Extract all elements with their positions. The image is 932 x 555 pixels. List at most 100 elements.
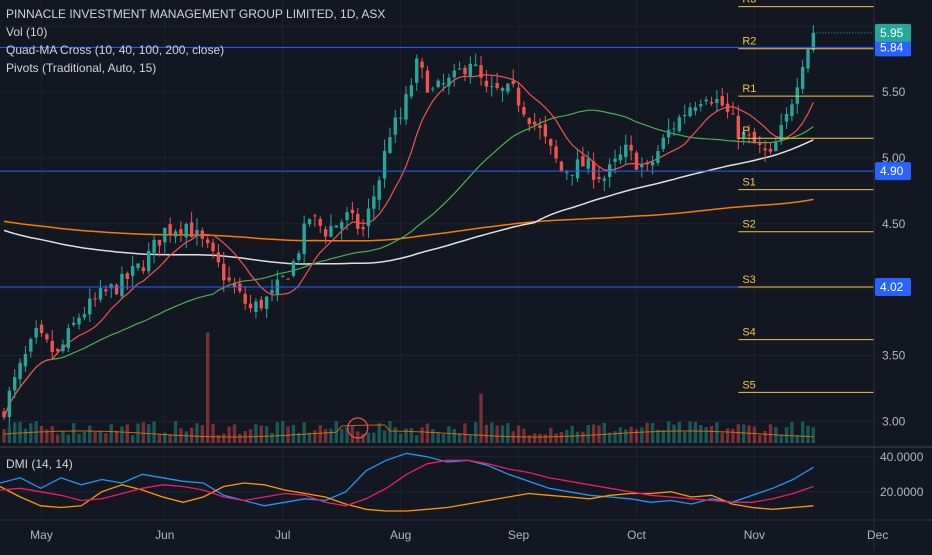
candle-body — [522, 107, 526, 115]
volume-bar — [93, 432, 97, 443]
volume-bar — [189, 427, 194, 443]
candle-body — [168, 224, 172, 235]
volume-bar — [82, 431, 87, 443]
volume-bar — [281, 420, 285, 443]
candle-body — [506, 83, 510, 92]
volume-bar — [752, 426, 757, 443]
candle-body — [291, 261, 296, 276]
candle-body — [554, 146, 558, 159]
candle-body — [640, 164, 644, 168]
candle-body — [114, 284, 119, 295]
candle-body — [463, 67, 467, 75]
volume-bar — [741, 424, 746, 443]
candle-body — [216, 252, 221, 263]
candle-body — [398, 117, 403, 119]
ma-cross-legend[interactable]: Quad-MA Cross (10, 40, 100, 200, close) — [6, 43, 225, 57]
candle-body — [157, 239, 162, 246]
candle-body — [313, 215, 317, 217]
candle-body — [699, 104, 703, 107]
volume-bar — [538, 433, 542, 443]
pivot-label: S2 — [742, 219, 755, 231]
candle-body — [468, 63, 473, 77]
candle-body — [356, 213, 360, 229]
candle-body — [725, 103, 730, 112]
volume-bar — [634, 429, 639, 443]
last-price-label: 5.95 — [880, 26, 904, 40]
candle-body — [307, 219, 312, 225]
candle-body — [436, 80, 440, 88]
candle-body — [779, 124, 783, 142]
volume-bar — [607, 432, 612, 443]
candle-body — [693, 107, 698, 111]
volume-bar — [302, 422, 306, 443]
candle-body — [452, 70, 456, 78]
candle-body — [484, 80, 489, 87]
volume-bar — [415, 435, 419, 443]
candle-body — [136, 263, 140, 268]
volume-legend[interactable]: Vol (10) — [6, 25, 48, 39]
candle-body — [195, 229, 199, 235]
volume-bar — [393, 427, 397, 443]
volume-bar — [490, 422, 494, 443]
volume-bar — [484, 424, 489, 443]
volume-bar — [77, 433, 81, 443]
pivots-legend[interactable]: Pivots (Traditional, Auto, 15) — [6, 61, 157, 75]
candle-body — [768, 148, 773, 152]
volume-bar — [286, 426, 290, 443]
volume-bar — [120, 426, 124, 443]
candle-body — [683, 114, 687, 117]
volume-bar — [323, 429, 328, 443]
volume-bar — [39, 425, 44, 443]
candle-body — [71, 322, 76, 325]
candle-body — [629, 144, 633, 151]
candle-body — [575, 159, 580, 179]
candle-body — [527, 118, 531, 125]
candle-body — [163, 227, 167, 243]
volume-bar — [313, 430, 317, 443]
volume-bar — [366, 432, 371, 443]
volume-bar — [318, 425, 322, 443]
dmi-legend[interactable]: DMI (14, 14) — [6, 457, 73, 471]
volume-bar — [7, 426, 12, 443]
candle-body — [806, 49, 810, 69]
volume-bar — [372, 432, 376, 443]
pivot-levels: R3 R2 R1 P S1 S2 S3 S4 S5 — [738, 0, 874, 393]
volume-bar — [409, 427, 414, 443]
candle-body — [248, 303, 253, 309]
volume-bar — [720, 432, 724, 443]
level-badge-label: 4.02 — [880, 280, 904, 294]
candle-body — [184, 223, 188, 238]
candle-body — [511, 80, 515, 85]
candle-body — [559, 161, 564, 172]
volume-bar — [613, 431, 617, 443]
candle-body — [543, 124, 548, 137]
ma-10-line — [3, 74, 814, 418]
volume-bar — [768, 424, 773, 443]
volume-bar — [173, 421, 178, 443]
candle-body — [490, 86, 494, 88]
volume-bar — [377, 423, 381, 443]
candle-body — [200, 230, 205, 239]
candle-body — [800, 66, 805, 89]
pivot-label: P — [742, 125, 749, 137]
candle-body — [409, 85, 414, 97]
candle-body — [634, 152, 639, 170]
candle-body — [66, 328, 71, 348]
volume-bar — [71, 423, 76, 443]
level-badge — [875, 278, 911, 297]
candle-body — [297, 253, 301, 260]
candle-body — [45, 334, 49, 340]
volume-bar — [227, 426, 231, 443]
dmi-tick-label: 40.0000 — [880, 450, 924, 464]
volume-bar — [157, 434, 162, 443]
candle-body — [763, 148, 767, 151]
volume-bar — [473, 422, 478, 443]
candle-body — [13, 377, 17, 391]
volume-bar — [216, 435, 221, 443]
time-tick-label: Aug — [390, 528, 411, 542]
candle-body — [656, 151, 660, 163]
candle-body — [232, 283, 237, 287]
candle-body — [334, 225, 339, 228]
candle-body — [7, 390, 12, 418]
volume-bar — [704, 427, 708, 443]
